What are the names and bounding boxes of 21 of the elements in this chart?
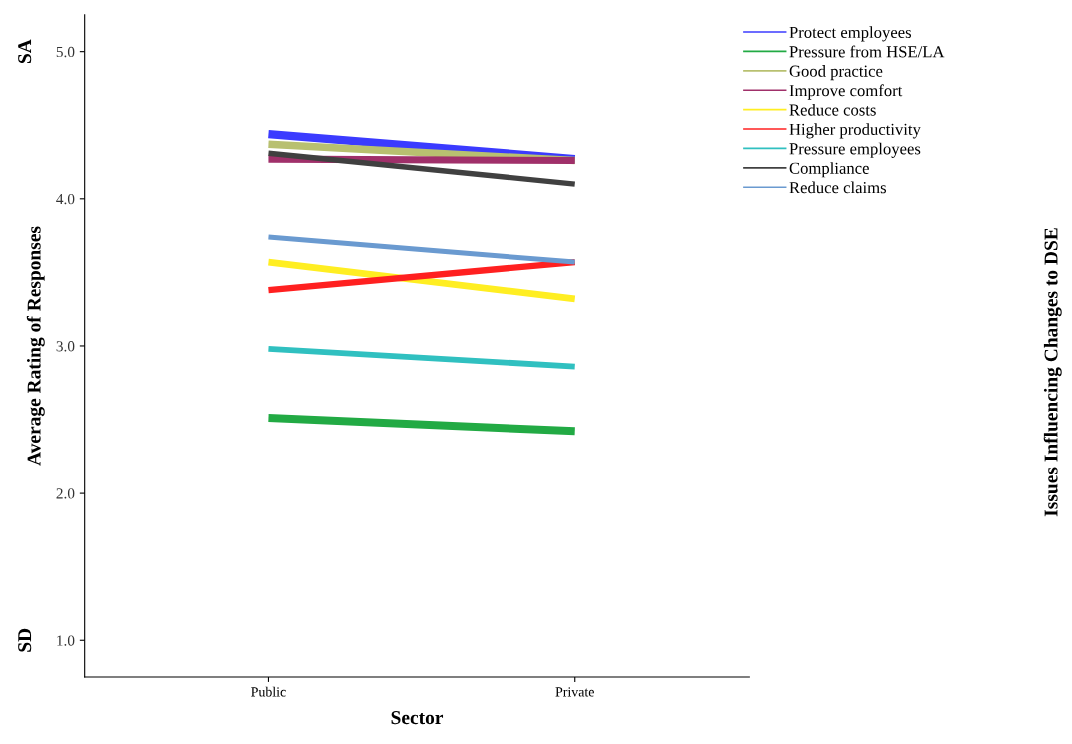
y-tick-label: 1.0 [57,635,75,646]
legend-label: Improve comfort [789,84,903,100]
legend-label: Pressure from HSE/LA [789,45,945,58]
x-axis-title: Sector [391,711,444,725]
legend-title: Issues Influencing Changes to DSE [1043,228,1062,517]
x-tick-label: Public [251,686,286,697]
y-tick-label: 4.0 [56,193,75,205]
legend-label: Reduce costs [789,103,876,116]
legend-label: Protect employees [789,26,911,42]
legend-label: Reduce claims [789,181,886,194]
legend-label: Compliance [789,162,869,178]
y-tick-label: 5.0 [56,46,75,58]
y-tick-label: 3.0 [56,341,75,352]
legend-label: Good practice [789,65,883,81]
legend-label: Pressure employees [789,142,921,158]
text: SD [18,628,32,652]
text: SA [18,39,32,64]
legend-label: Higher productivity [789,123,921,139]
y-tick-label: 2.0 [56,488,75,499]
x-tick-label: Private [555,687,594,697]
y-axis-title: Average Rating of Responses [26,226,45,466]
